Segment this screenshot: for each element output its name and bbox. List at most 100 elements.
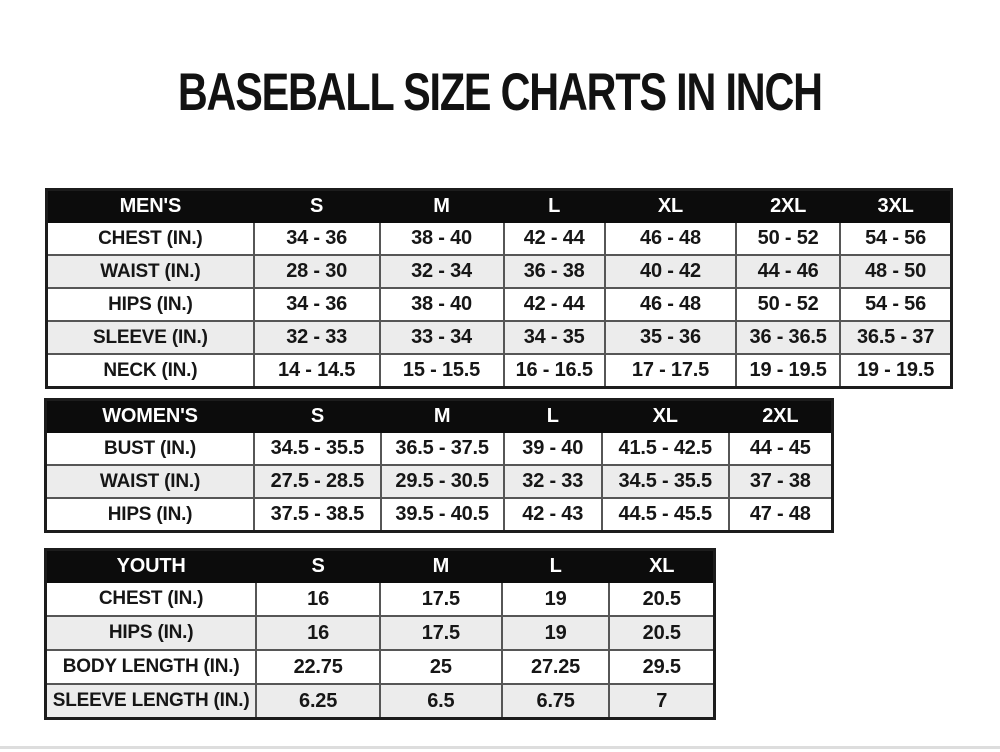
size-value: 17 - 17.5: [603, 353, 738, 389]
size-value: 16: [255, 615, 381, 651]
size-value: 27.5 - 28.5: [253, 464, 382, 499]
row-label: SLEEVE LENGTH (IN.): [44, 683, 258, 720]
size-value: 36 - 36.5: [735, 320, 842, 355]
header-cell: 3XL: [839, 188, 953, 223]
size-value: 16: [255, 581, 381, 617]
size-value: 6.25: [255, 683, 381, 720]
header-cell: 2XL: [735, 188, 842, 223]
size-value: 33 - 34: [378, 320, 505, 355]
size-value: 47 - 48: [727, 497, 834, 533]
size-value: 14 - 14.5: [252, 353, 381, 389]
size-value: 44 - 45: [727, 431, 834, 466]
size-value: 7: [608, 683, 716, 720]
header-cell: L: [500, 548, 611, 583]
size-value: 36 - 38: [502, 254, 606, 289]
header-cell: M: [378, 548, 503, 583]
size-value: 15 - 15.5: [378, 353, 505, 389]
header-cell: XL: [608, 548, 716, 583]
mens-size-table: MEN'S S M L XL 2XL 3XL CHEST (IN.) 34 - …: [45, 188, 953, 389]
row-label: HIPS (IN.): [45, 287, 255, 322]
size-value: 42 - 44: [502, 221, 606, 256]
header-cell: M: [379, 398, 505, 433]
table-row: BODY LENGTH (IN.) 22.75 25 27.25 29.5: [44, 649, 716, 685]
table-row: HIPS (IN.) 34 - 36 38 - 40 42 - 44 46 - …: [45, 287, 953, 322]
size-value: 34.5 - 35.5: [600, 464, 730, 499]
row-label: WAIST (IN.): [45, 254, 255, 289]
size-value: 19: [500, 581, 611, 617]
row-label: BUST (IN.): [44, 431, 256, 466]
size-value: 28 - 30: [252, 254, 381, 289]
size-value: 17.5: [378, 581, 503, 617]
header-cell: MEN'S: [45, 188, 255, 223]
header-cell: S: [252, 188, 381, 223]
table-row: HIPS (IN.) 37.5 - 38.5 39.5 - 40.5 42 - …: [44, 497, 834, 533]
table-row: NECK (IN.) 14 - 14.5 15 - 15.5 16 - 16.5…: [45, 353, 953, 389]
row-label: CHEST (IN.): [45, 221, 255, 256]
size-value: 29.5 - 30.5: [379, 464, 505, 499]
size-value: 19: [500, 615, 611, 651]
size-value: 6.5: [378, 683, 503, 720]
row-label: BODY LENGTH (IN.): [44, 649, 258, 685]
size-value: 22.75: [255, 649, 381, 685]
size-value: 40 - 42: [603, 254, 738, 289]
size-value: 46 - 48: [603, 221, 738, 256]
size-value: 6.75: [500, 683, 611, 720]
size-value: 38 - 40: [378, 287, 505, 322]
row-label: WAIST (IN.): [44, 464, 256, 499]
size-value: 27.25: [500, 649, 611, 685]
row-label: HIPS (IN.): [44, 497, 256, 533]
size-value: 39 - 40: [502, 431, 603, 466]
size-value: 42 - 44: [502, 287, 606, 322]
size-value: 36.5 - 37: [839, 320, 953, 355]
size-value: 34 - 36: [252, 221, 381, 256]
size-value: 46 - 48: [603, 287, 738, 322]
mens-header-row: MEN'S S M L XL 2XL 3XL: [45, 188, 953, 223]
row-label: SLEEVE (IN.): [45, 320, 255, 355]
size-value: 16 - 16.5: [502, 353, 606, 389]
youth-header-row: YOUTH S M L XL: [44, 548, 716, 583]
size-value: 48 - 50: [839, 254, 953, 289]
size-value: 32 - 33: [252, 320, 381, 355]
size-value: 37 - 38: [727, 464, 834, 499]
header-cell: XL: [600, 398, 730, 433]
size-value: 36.5 - 37.5: [379, 431, 505, 466]
size-value: 32 - 33: [502, 464, 603, 499]
header-cell: L: [502, 398, 603, 433]
size-value: 25: [378, 649, 503, 685]
table-row: SLEEVE (IN.) 32 - 33 33 - 34 34 - 35 35 …: [45, 320, 953, 355]
header-cell: M: [378, 188, 505, 223]
table-row: CHEST (IN.) 34 - 36 38 - 40 42 - 44 46 -…: [45, 221, 953, 256]
size-value: 32 - 34: [378, 254, 505, 289]
page-title: BASEBALL SIZE CHARTS IN INCH: [0, 62, 1000, 123]
page-title-text: BASEBALL SIZE CHARTS IN INCH: [177, 63, 823, 122]
size-value: 34 - 35: [502, 320, 606, 355]
size-value: 34 - 36: [252, 287, 381, 322]
table-row: HIPS (IN.) 16 17.5 19 20.5: [44, 615, 716, 651]
womens-size-table: WOMEN'S S M L XL 2XL BUST (IN.) 34.5 - 3…: [44, 398, 834, 533]
header-cell: 2XL: [727, 398, 834, 433]
size-value: 54 - 56: [839, 287, 953, 322]
size-value: 35 - 36: [603, 320, 738, 355]
table-row: WAIST (IN.) 27.5 - 28.5 29.5 - 30.5 32 -…: [44, 464, 834, 499]
womens-header-row: WOMEN'S S M L XL 2XL: [44, 398, 834, 433]
header-cell: XL: [603, 188, 738, 223]
size-value: 44.5 - 45.5: [600, 497, 730, 533]
size-value: 38 - 40: [378, 221, 505, 256]
table-row: SLEEVE LENGTH (IN.) 6.25 6.5 6.75 7: [44, 683, 716, 720]
size-value: 34.5 - 35.5: [253, 431, 382, 466]
size-value: 19 - 19.5: [839, 353, 953, 389]
size-value: 20.5: [608, 615, 716, 651]
header-cell: WOMEN'S: [44, 398, 256, 433]
row-label: HIPS (IN.): [44, 615, 258, 651]
size-value: 50 - 52: [735, 287, 842, 322]
size-value: 29.5: [608, 649, 716, 685]
size-value: 20.5: [608, 581, 716, 617]
size-value: 42 - 43: [502, 497, 603, 533]
header-cell: YOUTH: [44, 548, 258, 583]
header-cell: S: [253, 398, 382, 433]
size-value: 54 - 56: [839, 221, 953, 256]
size-value: 41.5 - 42.5: [600, 431, 730, 466]
header-cell: S: [255, 548, 381, 583]
size-value: 39.5 - 40.5: [379, 497, 505, 533]
